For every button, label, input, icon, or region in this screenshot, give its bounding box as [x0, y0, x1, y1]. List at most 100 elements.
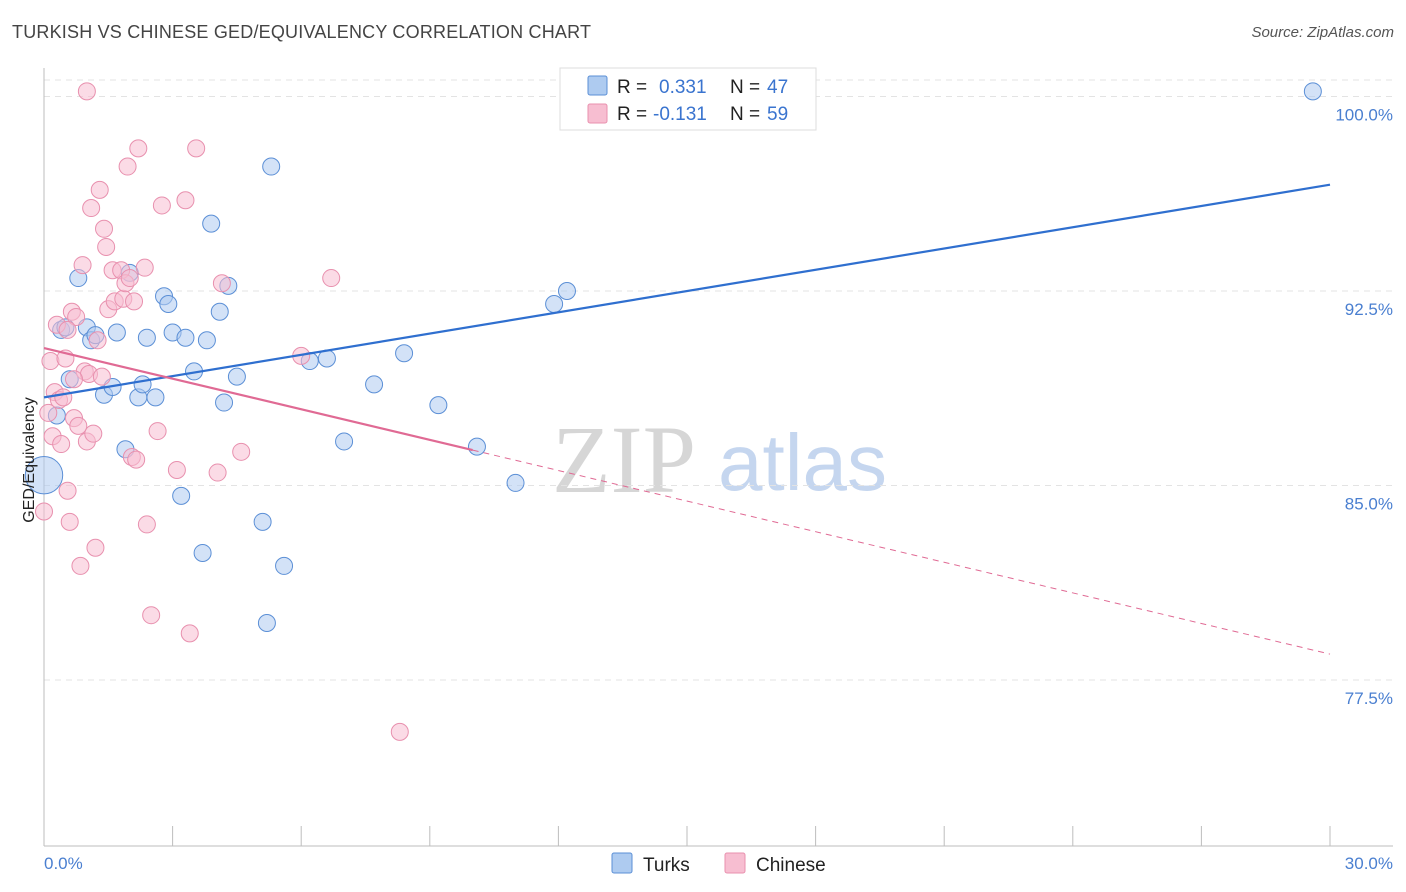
turks-point: [253, 512, 272, 531]
chinese-point: [82, 199, 101, 218]
bottom-legend: Turks Chinese: [611, 852, 826, 876]
turks-point: [506, 473, 525, 492]
chinese-point: [127, 450, 146, 469]
x-tick-label: 0.0%: [44, 854, 83, 873]
source-label: Source: ZipAtlas.com: [1251, 24, 1394, 41]
turks-point: [262, 157, 281, 176]
turks-point: [557, 282, 576, 301]
legend-r-label-1: R =: [617, 77, 647, 98]
chinese-points: [35, 82, 409, 741]
legend-r-value-2: -0.131: [653, 104, 707, 125]
turks-point: [429, 396, 448, 415]
chart-title: TURKISH VS CHINESE GED/EQUIVALENCY CORRE…: [12, 22, 592, 42]
legend-swatch-chinese: [587, 103, 608, 124]
chinese-point: [92, 367, 111, 386]
chinese-point: [232, 442, 251, 461]
turks-point: [146, 388, 165, 407]
bottom-legend-chinese: Chinese: [756, 855, 826, 876]
turks-point: [545, 294, 564, 313]
chinese-point: [84, 424, 103, 443]
turks-trend-line: [43, 183, 1331, 399]
y-tick-label: 77.5%: [1345, 689, 1393, 708]
chinese-point: [41, 352, 60, 371]
turks-point: [395, 344, 414, 363]
legend-n-value-1: 47: [767, 77, 788, 98]
chinese-point: [35, 502, 53, 521]
chinese-trend-line: [43, 347, 473, 452]
watermark-zip: ZIP: [552, 406, 696, 513]
watermark-atlas: atlas: [718, 418, 887, 507]
chinese-point: [148, 422, 167, 441]
gridlines: [44, 79, 1392, 681]
turks-point: [202, 214, 221, 233]
turks-point: [176, 328, 195, 347]
turks-points: [24, 82, 1322, 632]
chinese-point: [39, 403, 58, 422]
chinese-point: [142, 606, 161, 625]
chinese-point: [120, 269, 139, 288]
chinese-point: [69, 416, 88, 435]
legend-swatch-turks: [587, 75, 608, 96]
chinese-point: [118, 157, 137, 176]
trend-lines: [43, 183, 1331, 655]
chinese-point: [90, 180, 109, 199]
turks-point: [215, 393, 234, 412]
turks-point: [467, 437, 486, 456]
chinese-trend-line-extension: [472, 449, 1331, 655]
turks-point: [137, 328, 156, 347]
turks-point: [193, 543, 212, 562]
chinese-point: [167, 460, 186, 479]
chinese-point: [58, 320, 77, 339]
chinese-point: [322, 269, 341, 288]
chinese-point: [137, 515, 156, 534]
turks-point: [210, 302, 229, 321]
chinese-point: [58, 481, 77, 500]
chinese-point: [52, 435, 71, 454]
y-tick-label: 100.0%: [1335, 106, 1393, 125]
bottom-legend-turks: Turks: [643, 855, 690, 876]
chinese-point: [208, 463, 227, 482]
turks-point: [1303, 82, 1322, 101]
legend-r-label-2: R =: [617, 104, 647, 125]
turks-point: [133, 375, 152, 394]
y-axis-label: GED/Equivalency: [21, 397, 38, 522]
chinese-point: [71, 556, 90, 575]
chinese-point: [390, 722, 409, 741]
chinese-point: [54, 388, 73, 407]
chinese-point: [152, 196, 171, 215]
turks-point: [107, 323, 126, 342]
legend: R = 0.331 N = 47 R = -0.131 N = 59: [559, 67, 817, 131]
turks-point: [24, 455, 64, 495]
bottom-legend-swatch-turks: [611, 852, 633, 874]
chinese-point: [73, 256, 92, 275]
x-tick-label: 30.0%: [1345, 854, 1393, 873]
turks-point: [365, 375, 384, 394]
bottom-legend-swatch-chinese: [724, 852, 746, 874]
y-tick-label: 85.0%: [1345, 495, 1393, 514]
legend-n-label-2: N =: [730, 104, 760, 125]
chinese-point: [65, 370, 84, 389]
chinese-point: [95, 219, 114, 238]
chinese-point: [212, 274, 231, 293]
chinese-point: [125, 292, 144, 311]
turks-point: [335, 432, 354, 451]
chinese-point: [77, 82, 96, 101]
turks-point: [159, 294, 178, 313]
chinese-point: [60, 512, 79, 531]
turks-point: [257, 613, 276, 632]
turks-point: [227, 367, 246, 386]
chinese-point: [176, 191, 195, 210]
chinese-point: [180, 624, 199, 643]
legend-r-value-1: 0.331: [659, 77, 707, 98]
legend-n-label-1: N =: [730, 77, 760, 98]
turks-point: [275, 556, 294, 575]
chinese-point: [187, 139, 206, 158]
chinese-point: [67, 307, 86, 326]
legend-n-value-2: 59: [767, 104, 788, 125]
chinese-point: [135, 258, 154, 277]
y-tick-label: 92.5%: [1345, 300, 1393, 319]
chinese-point: [129, 139, 148, 158]
chinese-point: [97, 237, 116, 256]
chinese-point: [88, 331, 107, 350]
